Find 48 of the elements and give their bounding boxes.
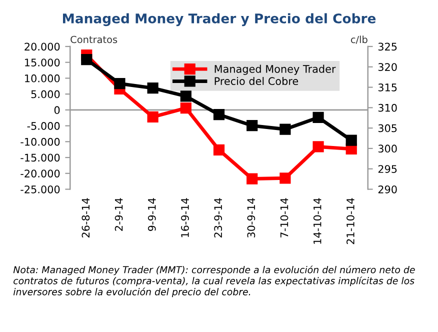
point (147, 82, 158, 94)
point (246, 173, 258, 184)
y-tick-label: 20.000 (24, 42, 60, 51)
point (81, 54, 92, 66)
x-tick-label: 9-9-14 (148, 198, 156, 231)
x-tick-label: 26-8-14 (82, 198, 90, 238)
point (180, 90, 192, 102)
chart-title: Managed Money Trader y Precio del Cobre (62, 13, 376, 26)
x-tick-label: 21-10-14 (346, 198, 354, 244)
y2-tick-label: 310 (378, 104, 397, 112)
point (213, 109, 225, 120)
y-tick-label: 10.000 (25, 74, 60, 82)
y2-tick-label: 305 (378, 124, 397, 132)
x-tick-label: 2-9-14 (114, 198, 123, 231)
x-tick-label: 30-9-14 (247, 198, 256, 238)
y-tick-label: -25.000 (20, 185, 60, 194)
legend-label: Precio del Cobre (214, 76, 298, 86)
point (114, 78, 126, 90)
point (312, 112, 324, 124)
y2-tick-label: 315 (378, 83, 397, 92)
y-tick-label: -15.000 (20, 154, 60, 162)
point (180, 102, 192, 114)
point (213, 144, 225, 156)
text: Nota: Managed Money Trader (MMT): corresponde a la evolución del número neto de contratos de futuros (compra-venta), la cual revela las expectativas implícitas de los inversores sobre la evolución del precio del cobre. (13, 266, 415, 298)
y-axis-title: Contratos (70, 36, 118, 44)
y-tick-label: 0 (54, 106, 60, 114)
y2-tick-label: 320 (378, 63, 397, 71)
point (246, 120, 258, 132)
x-tick-label: 7-10-14 (280, 198, 288, 238)
y-tick-label: 15.000 (25, 58, 60, 66)
x-tick-label: 23-9-14 (214, 198, 222, 238)
point (147, 111, 158, 122)
y-tick-label: -5.000 (27, 122, 60, 130)
y2-tick-label: 290 (378, 185, 397, 194)
y2-tick-label: 295 (378, 165, 397, 173)
point (280, 172, 291, 184)
legend-label: Managed Money Trader (214, 64, 336, 75)
point (346, 134, 357, 146)
x-tick-label: 16-9-14 (181, 198, 189, 238)
point (280, 124, 291, 135)
y2-tick-label: 325 (378, 42, 397, 51)
y2-tick-label: 300 (378, 144, 397, 153)
y2-axis-title: c/lb (350, 36, 368, 44)
y-tick-label: 5.000 (31, 90, 60, 98)
y-tick-label: -20.000 (20, 170, 60, 178)
y-tick-label: -10.000 (20, 138, 60, 146)
point (312, 141, 324, 152)
x-tick-label: 14-10-14 (313, 198, 322, 244)
